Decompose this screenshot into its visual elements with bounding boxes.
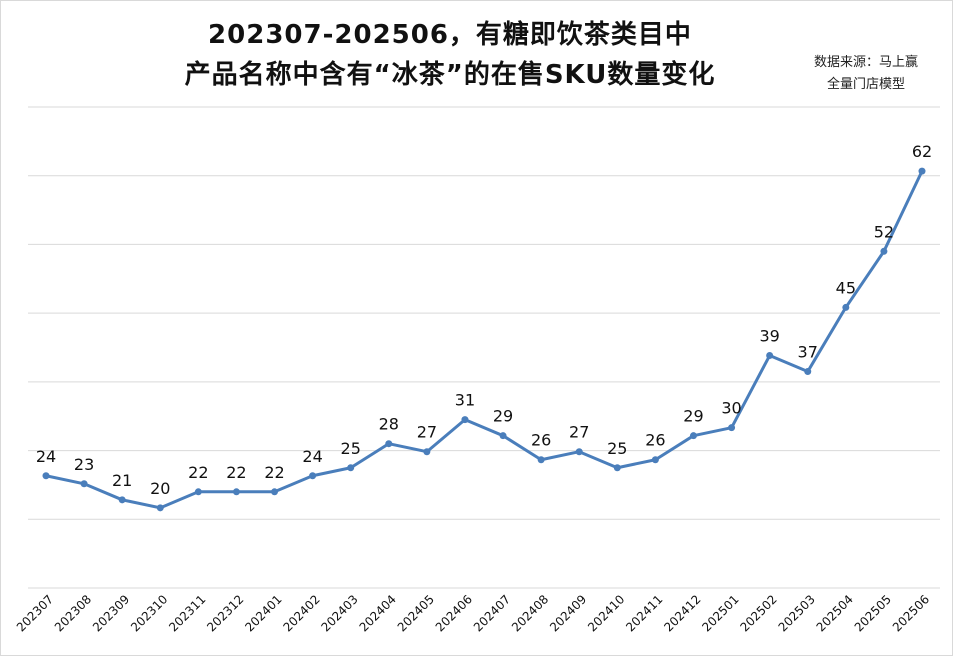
x-tick-label: 202308 xyxy=(52,592,94,634)
x-tick-label: 202405 xyxy=(395,592,437,634)
x-tick-label: 202411 xyxy=(623,592,665,634)
x-tick-label: 202403 xyxy=(319,592,361,634)
data-label: 45 xyxy=(836,278,856,297)
data-point xyxy=(156,504,164,512)
x-tick-label: 202503 xyxy=(776,592,818,634)
data-label: 25 xyxy=(607,439,627,458)
x-tick-label: 202504 xyxy=(814,592,856,634)
source-line-2: 全量门店模型 xyxy=(826,77,905,92)
x-tick-label: 202506 xyxy=(890,592,932,634)
data-label: 25 xyxy=(341,439,361,458)
x-tick-label: 202311 xyxy=(166,592,208,634)
x-tick-label: 202407 xyxy=(471,592,513,634)
x-tick-label: 202501 xyxy=(699,592,741,634)
data-point xyxy=(575,448,583,456)
data-label: 20 xyxy=(150,479,170,498)
data-point xyxy=(689,432,697,440)
data-point xyxy=(347,464,355,472)
data-point xyxy=(804,368,812,376)
data-label: 39 xyxy=(759,327,779,346)
data-label: 24 xyxy=(36,447,56,466)
data-label: 37 xyxy=(798,343,818,362)
x-tick-label: 202401 xyxy=(242,592,284,634)
x-tick-label: 202505 xyxy=(852,592,894,634)
data-point xyxy=(766,352,774,360)
chart-title-line1: 202307-202506，有糖即饮茶类目中 xyxy=(208,20,692,50)
x-tick-label: 202307 xyxy=(14,592,56,634)
x-tick-label: 202406 xyxy=(433,592,475,634)
data-point xyxy=(385,440,393,448)
data-point xyxy=(728,424,736,432)
x-tick-label: 202502 xyxy=(737,592,779,634)
data-labels: 24 23 21 20 22 22 22 24 25 28 27 31 29 26 27 25 26 29 30 39… xyxy=(36,142,932,498)
x-tick-label: 202408 xyxy=(509,592,551,634)
data-point xyxy=(537,456,545,464)
gridlines xyxy=(28,106,940,589)
data-source-note: 数据来源：马上赢 全量门店模型 xyxy=(791,52,941,96)
x-tick-label: 202404 xyxy=(357,592,399,634)
data-point xyxy=(461,416,469,424)
series-line-layer xyxy=(45,170,924,510)
x-tick-label: 202312 xyxy=(204,592,246,634)
data-point xyxy=(271,488,279,496)
data-point xyxy=(42,472,50,480)
data-point xyxy=(880,247,888,255)
data-label: 26 xyxy=(531,431,551,450)
data-point xyxy=(918,167,926,175)
x-axis-labels: 2023072023082023092023102023112023122024… xyxy=(14,592,932,634)
data-point xyxy=(423,448,431,456)
data-point xyxy=(651,456,659,464)
data-label: 62 xyxy=(912,142,932,161)
x-tick-label: 202410 xyxy=(585,592,627,634)
data-point xyxy=(842,303,850,311)
data-label: 23 xyxy=(74,455,94,474)
data-label: 21 xyxy=(112,471,132,490)
data-label: 29 xyxy=(683,407,703,426)
data-point xyxy=(118,496,126,504)
data-label: 22 xyxy=(188,463,208,482)
data-label: 26 xyxy=(645,431,665,450)
data-label: 24 xyxy=(302,447,322,466)
x-tick-label: 202402 xyxy=(280,592,322,634)
x-tick-label: 202310 xyxy=(128,592,170,634)
data-label: 27 xyxy=(569,423,589,442)
series-line xyxy=(45,170,924,510)
data-label: 22 xyxy=(264,463,284,482)
data-label: 52 xyxy=(874,222,894,241)
x-tick-label: 202412 xyxy=(661,592,703,634)
data-label: 31 xyxy=(455,391,475,410)
data-point xyxy=(232,488,240,496)
data-point xyxy=(309,472,317,480)
data-points xyxy=(42,167,926,512)
data-point xyxy=(499,432,507,440)
chart-title-line2: 产品名称中含有“冰茶”的在售SKU数量变化 xyxy=(184,60,716,90)
x-tick-label: 202409 xyxy=(547,592,589,634)
data-label: 30 xyxy=(721,399,741,418)
data-point xyxy=(80,480,88,488)
data-point xyxy=(194,488,202,496)
data-point xyxy=(613,464,621,472)
x-tick-label: 202309 xyxy=(90,592,132,634)
data-label: 27 xyxy=(417,423,437,442)
data-label: 29 xyxy=(493,407,513,426)
data-label: 28 xyxy=(379,415,399,434)
source-line-1: 数据来源：马上赢 xyxy=(813,55,918,70)
data-label: 22 xyxy=(226,463,246,482)
